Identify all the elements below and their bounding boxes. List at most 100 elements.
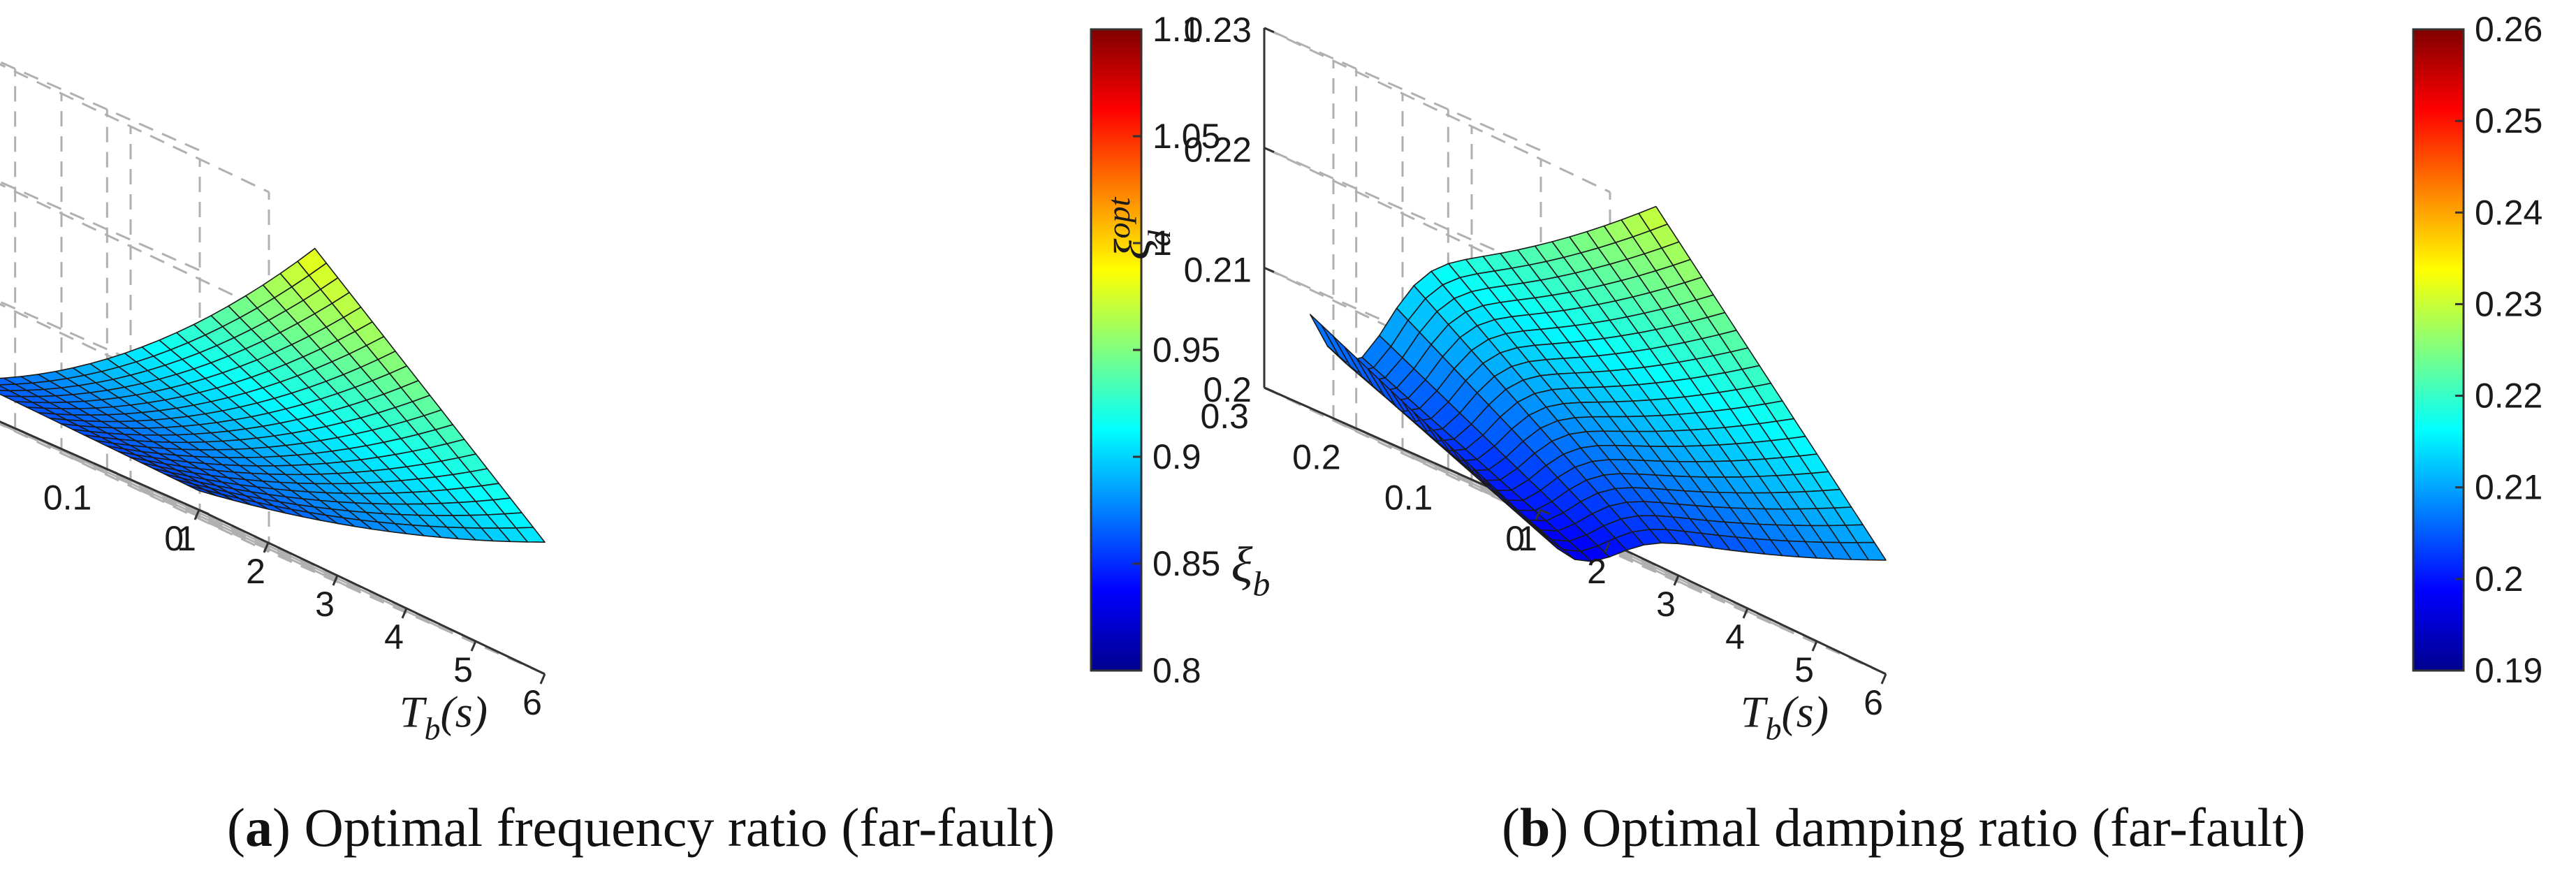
x-tick-label: 2 [1587, 552, 1607, 591]
x-tick-mark [539, 673, 546, 685]
surface [0, 247, 546, 543]
z-tick-label: 0.22 [1184, 131, 1252, 170]
grid-line [1264, 147, 1541, 272]
x-tick-mark [332, 575, 339, 586]
grid-line [61, 452, 338, 577]
surface [1310, 205, 1887, 562]
grid-line [0, 423, 269, 544]
x-tick-label: 5 [1794, 650, 1814, 689]
x-tick-mark [1673, 575, 1680, 586]
y-axis-line [0, 420, 200, 511]
axis-titles: Tb(s) ξb ξopt d [1101, 196, 1829, 746]
x-tick-label: 2 [246, 552, 265, 591]
grid-line [199, 518, 476, 643]
colorbar-tick-label: 1 [1152, 224, 1172, 263]
grid-line [0, 61, 200, 152]
z-tick-label: 0.23 [1184, 10, 1252, 50]
colorbar-tick-label: 0.85 [1152, 544, 1220, 583]
surface-cell [1321, 324, 1352, 367]
y-tick-label: 0 [1505, 519, 1525, 558]
panel-a-frequency-ratio: 12345600.10.20.30.850.90.951Tb(s)ξbfopt0… [0, 10, 1220, 747]
grid-line [0, 423, 270, 553]
colorbar-tick-label: 0.9 [1152, 437, 1201, 476]
x-tick-label: 4 [1725, 617, 1745, 657]
colorbar-tick-label: 1.05 [1152, 117, 1220, 156]
grid-line [1264, 147, 1611, 314]
x-tick-label: 3 [1656, 585, 1676, 624]
y-tick-mark [106, 468, 117, 475]
colorbar: 0.8 0.85 0.9 0.95 1 1.05 1.1 [1090, 10, 1220, 690]
y-tick-label: 0.3 [1200, 397, 1249, 436]
colorbar-tick-label: 0.19 [2475, 651, 2542, 690]
colorbar-tick-label: 0.95 [1152, 330, 1220, 370]
x-tick-mark [263, 542, 270, 553]
caption-a: (a) Optimal frequency ratio (far-fault) [227, 797, 1055, 858]
z-tick-mark [1264, 266, 1275, 273]
x-tick-label: 3 [315, 585, 335, 624]
colorbar-tick-label: 0.25 [2475, 101, 2542, 140]
z-tick-label: 0.21 [1184, 250, 1252, 289]
x-tick-mark [470, 641, 477, 652]
y-tick-mark [198, 509, 210, 515]
axes [0, 420, 546, 675]
caption-b-letter: b [1519, 797, 1551, 858]
y-tick-mark [1447, 468, 1458, 475]
colorbar: 0.19 0.2 0.21 0.22 0.23 0.24 0.25 0.26 [2412, 10, 2542, 690]
colorbar-tick-label: 0.26 [2475, 10, 2542, 49]
caption-a-letter: a [244, 797, 272, 858]
colorbar-tick-label: 0.21 [2475, 468, 2542, 507]
y-tick-label: 0.1 [1384, 478, 1433, 518]
panel-b-damping-ratio: 12345600.10.20.30.20.210.220.23Tb(s)ξbξo… [1101, 10, 2542, 747]
z-tick-mark [1264, 147, 1275, 154]
grid-line [1264, 386, 1611, 553]
colorbar-tick-label: 1.1 [1152, 10, 1201, 49]
x-tick-label: 4 [384, 617, 404, 657]
colorbar-tick-label: 0.8 [1152, 651, 1201, 690]
x-tick-label: 5 [453, 650, 473, 689]
y-tick-mark [15, 427, 26, 434]
x-tick-mark [401, 608, 408, 619]
surface-cell [1857, 541, 1887, 561]
surface-cell [515, 527, 546, 543]
grid-line [0, 302, 270, 433]
x-axis-line [198, 509, 546, 675]
x-axis-title: Tb(s) [1741, 687, 1829, 747]
caption-b-text: Optimal damping ratio (far-fault) [1581, 797, 2306, 858]
axis-titles: Tb(s)ξbfopt [400, 687, 488, 747]
grid-lines [0, 61, 546, 675]
x-tick-mark [1811, 641, 1818, 652]
x-tick-mark [1742, 608, 1749, 619]
grid-line [1264, 27, 1611, 193]
y-tick-label: 0.1 [43, 478, 92, 518]
y-tick-mark [1356, 427, 1367, 434]
colorbar-tick-label: 0.24 [2475, 193, 2542, 232]
x-tick-label: 6 [522, 683, 542, 722]
x-tick-label: 6 [1864, 683, 1883, 722]
y-tick-label: 0.2 [1292, 437, 1341, 476]
x-tick-mark [193, 509, 200, 520]
caption-a-text: Optimal frequency ratio (far-fault) [304, 797, 1055, 858]
grid-line [1264, 27, 1541, 152]
grid-line [1609, 550, 1887, 675]
colorbar-gradient [2412, 28, 2465, 672]
z-tick-label: 0.2 [1203, 370, 1252, 409]
z-tick-mark [1264, 386, 1275, 393]
colorbar-tick-label: 0.2 [2475, 559, 2524, 599]
grid-line [130, 485, 407, 610]
grid-line [15, 427, 362, 594]
grid-line [106, 468, 453, 635]
x-tick-label: 1 [1518, 519, 1537, 558]
x-tick-mark [1604, 542, 1611, 553]
x-tick-mark [1535, 509, 1542, 520]
y-tick-mark [1539, 509, 1551, 515]
colorbar-tick-label: 0.23 [2475, 284, 2542, 323]
x-tick-mark [1880, 673, 1887, 685]
y-axis-title: ξb [1231, 537, 1271, 604]
z-axis-title: ξopt d [1101, 196, 1177, 260]
x-axis-title: Tb(s) [400, 687, 488, 747]
grid-line [0, 183, 270, 314]
colorbar-tick-label: 0.22 [2475, 376, 2542, 416]
